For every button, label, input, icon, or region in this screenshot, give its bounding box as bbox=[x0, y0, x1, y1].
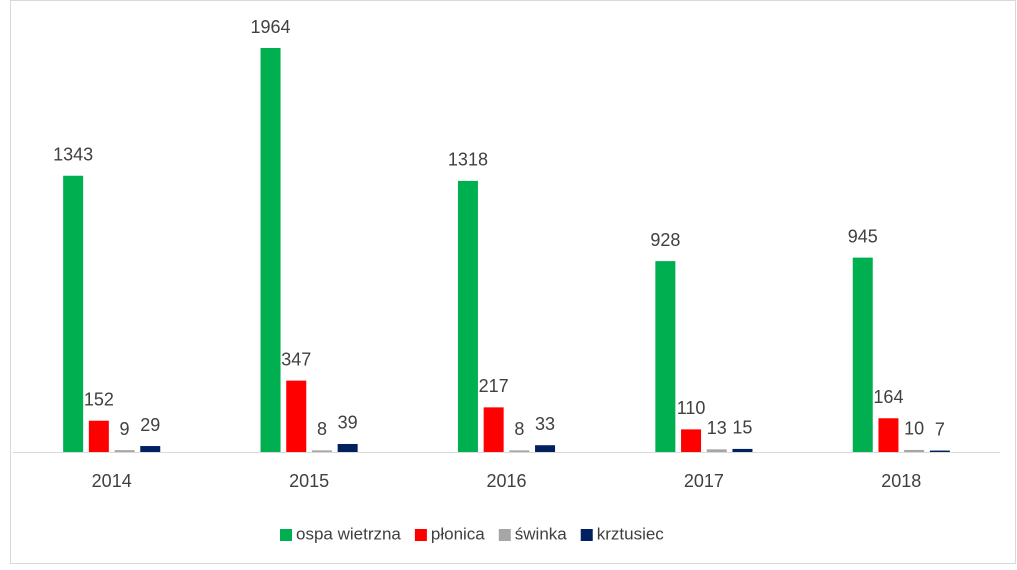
x-tick-label: 2014 bbox=[92, 471, 132, 491]
value-label: 110 bbox=[677, 398, 706, 418]
value-label: 8 bbox=[514, 419, 524, 439]
bar bbox=[311, 450, 332, 452]
value-label: 39 bbox=[338, 413, 358, 433]
bar bbox=[337, 443, 358, 452]
legend-label: świnka bbox=[515, 524, 568, 543]
x-tick-label: 2017 bbox=[684, 471, 724, 491]
value-label: 945 bbox=[848, 226, 878, 246]
bar bbox=[483, 407, 504, 452]
bar bbox=[904, 449, 925, 452]
legend-swatch bbox=[580, 529, 593, 541]
bar bbox=[114, 450, 135, 452]
bar bbox=[260, 48, 281, 452]
value-label: 1318 bbox=[448, 150, 488, 170]
bar bbox=[681, 429, 702, 452]
x-tick-label: 2015 bbox=[289, 471, 329, 491]
x-tick-label: 2018 bbox=[881, 471, 921, 491]
value-label: 1964 bbox=[251, 17, 291, 37]
value-label: 164 bbox=[873, 387, 903, 407]
legend-label: krztusiec bbox=[597, 524, 665, 543]
bar bbox=[878, 418, 899, 452]
bar bbox=[509, 450, 530, 452]
value-label: 10 bbox=[904, 419, 924, 439]
value-label: 347 bbox=[281, 349, 311, 369]
bar bbox=[88, 420, 109, 452]
value-label: 928 bbox=[650, 230, 680, 250]
bar bbox=[457, 180, 478, 452]
value-label: 7 bbox=[935, 419, 945, 439]
bar bbox=[852, 257, 873, 452]
bar bbox=[732, 448, 753, 452]
bar bbox=[535, 445, 556, 452]
legend-swatch bbox=[280, 529, 292, 541]
value-label: 13 bbox=[707, 418, 727, 438]
legend-swatch bbox=[414, 529, 427, 541]
value-label: 1343 bbox=[53, 144, 93, 164]
legend-swatch bbox=[498, 529, 511, 541]
value-label: 33 bbox=[535, 414, 555, 434]
bar bbox=[63, 175, 84, 453]
bar bbox=[140, 446, 161, 452]
bar bbox=[286, 380, 307, 452]
value-label: 29 bbox=[140, 415, 160, 435]
value-label: 9 bbox=[120, 419, 130, 439]
legend-label: ospa wietrzna bbox=[296, 524, 401, 543]
bar bbox=[706, 449, 727, 452]
bar bbox=[655, 261, 676, 452]
value-label: 8 bbox=[317, 419, 327, 439]
value-label: 217 bbox=[479, 376, 509, 396]
value-label: 152 bbox=[84, 389, 114, 409]
chart-frame bbox=[10, 0, 1016, 564]
x-tick-label: 2016 bbox=[486, 471, 526, 491]
value-label: 15 bbox=[732, 418, 752, 438]
legend-label: płonica bbox=[431, 524, 485, 543]
bar bbox=[929, 450, 950, 452]
